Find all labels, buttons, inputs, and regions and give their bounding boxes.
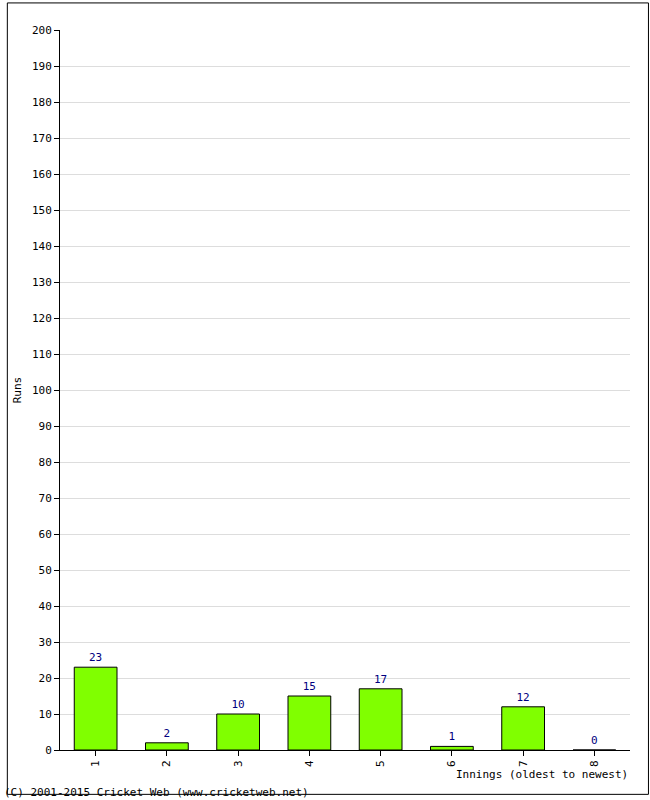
svg-text:Runs: Runs — [11, 377, 24, 404]
svg-text:5: 5 — [374, 760, 387, 767]
svg-text:80: 80 — [39, 456, 52, 469]
svg-text:150: 150 — [32, 204, 52, 217]
svg-text:170: 170 — [32, 132, 52, 145]
svg-text:140: 140 — [32, 240, 52, 253]
svg-text:40: 40 — [39, 600, 52, 613]
svg-text:2: 2 — [160, 760, 173, 767]
svg-text:12: 12 — [517, 691, 530, 704]
svg-text:60: 60 — [39, 528, 52, 541]
svg-text:Innings (oldest to newest): Innings (oldest to newest) — [456, 768, 628, 781]
svg-text:23: 23 — [89, 651, 102, 664]
svg-text:110: 110 — [32, 348, 52, 361]
svg-text:3: 3 — [232, 760, 245, 767]
svg-text:8: 8 — [588, 760, 601, 767]
svg-text:(C) 2001-2015 Cricket Web (www: (C) 2001-2015 Cricket Web (www.cricketwe… — [4, 786, 309, 799]
svg-text:20: 20 — [39, 672, 52, 685]
svg-text:90: 90 — [39, 420, 52, 433]
svg-text:30: 30 — [39, 636, 52, 649]
svg-text:0: 0 — [591, 734, 598, 747]
svg-text:190: 190 — [32, 60, 52, 73]
svg-text:1: 1 — [89, 760, 102, 767]
svg-text:7: 7 — [517, 760, 530, 767]
svg-text:0: 0 — [45, 744, 52, 757]
svg-text:17: 17 — [374, 673, 387, 686]
svg-text:10: 10 — [232, 698, 245, 711]
svg-text:2: 2 — [164, 727, 171, 740]
svg-text:4: 4 — [303, 760, 316, 767]
svg-text:100: 100 — [32, 384, 52, 397]
svg-text:200: 200 — [32, 24, 52, 37]
svg-text:6: 6 — [445, 760, 458, 767]
svg-text:130: 130 — [32, 276, 52, 289]
svg-text:180: 180 — [32, 96, 52, 109]
svg-text:10: 10 — [39, 708, 52, 721]
svg-text:120: 120 — [32, 312, 52, 325]
svg-text:1: 1 — [449, 730, 456, 743]
svg-text:50: 50 — [39, 564, 52, 577]
svg-text:70: 70 — [39, 492, 52, 505]
svg-text:15: 15 — [303, 680, 316, 693]
svg-text:160: 160 — [32, 168, 52, 181]
